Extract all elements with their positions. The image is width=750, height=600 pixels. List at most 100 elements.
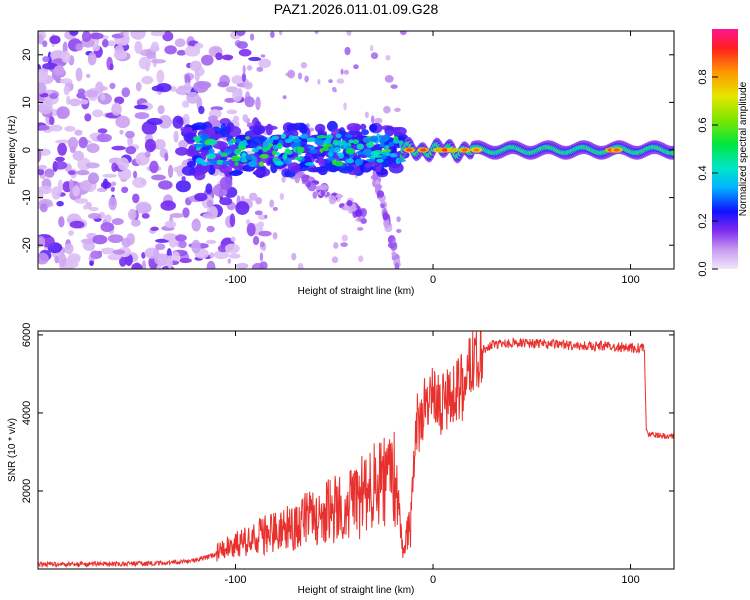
spectrogram-cell <box>336 78 345 84</box>
spectrogram-cell <box>195 146 201 151</box>
spectrogram-cell <box>206 260 216 269</box>
spectrogram-cell <box>121 186 129 194</box>
spectrogram-cell <box>250 136 265 145</box>
spectrogram-cell <box>406 148 413 152</box>
spectrogram-cell <box>263 125 278 131</box>
spectrogram-cell <box>249 33 255 41</box>
spectrogram-cell <box>191 218 201 232</box>
spectrogram-cell <box>369 135 379 143</box>
spectrogram-cell <box>86 143 100 154</box>
spectrogram-cell <box>374 117 383 124</box>
spectrogram-cell <box>179 257 192 264</box>
spectrogram-cell <box>117 157 130 171</box>
spectrogram-cell <box>284 148 291 152</box>
spectrogram-cell <box>346 200 353 207</box>
spectrogram-cell <box>149 160 159 174</box>
spectrogram-cell <box>38 168 45 176</box>
spectrogram-cell <box>382 212 389 221</box>
spectrogram-cell <box>206 225 215 233</box>
spectrogram-cell <box>63 85 70 96</box>
spectrogram-cell <box>368 140 374 147</box>
spectrogram-cell <box>328 195 337 205</box>
spectrogram-cell <box>230 170 244 175</box>
spectrogram-cell <box>200 149 208 157</box>
spectrogram-cell <box>389 152 398 158</box>
spectrogram-cell <box>162 31 174 42</box>
spectrogram-cell <box>400 31 407 36</box>
spectrogram-cell <box>384 125 395 137</box>
spectrogram-cell <box>252 235 260 246</box>
spectrogram-cell <box>44 168 55 178</box>
spectrogram-cell <box>173 130 179 143</box>
spectrogram-cell <box>78 136 88 149</box>
spectrogram-cell <box>166 255 173 269</box>
spectrogram-cell <box>380 154 387 160</box>
spectrogram-cell <box>132 170 138 179</box>
spectrogram-cell <box>102 173 117 178</box>
spectrogram-cell <box>84 113 92 122</box>
spectrogram-cell <box>201 54 214 66</box>
spectrogram-cell <box>227 258 231 264</box>
spectrogram-cell <box>388 142 394 147</box>
spectrogram-cell <box>182 207 190 218</box>
spectrogram-cell <box>56 200 64 207</box>
spectrogram-cell <box>150 226 159 232</box>
spectrogram-cell <box>224 97 236 103</box>
spectrogram-cell <box>238 48 252 57</box>
spectrogram-cell <box>56 106 70 119</box>
spectrogram-cell <box>317 78 321 85</box>
spectrogram-cell <box>245 154 253 160</box>
spectrogram-cell <box>68 178 74 192</box>
spectrogram-cell <box>382 134 391 141</box>
spectrogram-cell <box>314 31 319 35</box>
snr-xlabel: Height of straight line (km) <box>298 585 415 596</box>
spectrogram-cell <box>349 130 360 136</box>
snr-frame <box>37 330 675 570</box>
spectrogram-cell <box>114 96 125 105</box>
spectrogram-cell <box>88 172 99 185</box>
spectrogram-cell <box>77 157 91 171</box>
spectrogram-xlabel: Height of straight line (km) <box>298 286 415 297</box>
spectrogram-cell <box>240 142 249 146</box>
spectrogram-cell <box>175 180 191 193</box>
spectrogram-cell <box>335 193 344 199</box>
spectrogram-cell <box>209 159 217 166</box>
spectrogram-cell <box>178 140 189 149</box>
spectrogram-cell <box>396 158 406 163</box>
spectrogram-cell <box>180 126 193 133</box>
spectrogram-cell <box>109 82 116 90</box>
spectrogram-cell <box>242 114 249 123</box>
spectrogram-cell <box>198 105 205 115</box>
spectrogram-cell <box>343 142 348 149</box>
spectrogram-cell <box>340 68 344 75</box>
spectrogram-cell <box>311 166 326 173</box>
spectrogram-cell <box>62 41 68 55</box>
spectrogram-cell <box>182 100 190 108</box>
spectrogram-cell <box>352 139 360 145</box>
spectrogram-cell <box>38 148 42 163</box>
spectrogram-cell <box>131 262 143 269</box>
spectrogram-cell <box>119 256 127 267</box>
spectrogram-cell <box>235 31 246 37</box>
spectrogram-cell <box>384 75 394 83</box>
spectrogram-cell <box>81 31 92 43</box>
spectrogram-cell <box>85 73 91 78</box>
spectrogram-cell <box>366 158 376 162</box>
spectrogram-cell <box>279 193 285 200</box>
spectrogram-cell <box>268 143 274 147</box>
spectrogram-cell <box>207 133 223 140</box>
spectrogram-cell <box>287 162 301 173</box>
colorbar-tick-label: 0.8 <box>697 69 709 84</box>
spectrogram-cell <box>75 43 84 51</box>
spectrogram-cell <box>279 31 283 36</box>
spectrogram-cell <box>53 244 61 251</box>
spectrogram-cell <box>134 112 150 120</box>
spectrogram-cell <box>74 129 83 136</box>
spectrogram-ytick-label: 10 <box>21 96 33 108</box>
spectrogram-cell <box>349 153 354 159</box>
spectrogram-cell <box>136 202 152 214</box>
spectrogram-cell <box>275 151 281 157</box>
spectrogram-cell <box>325 143 334 148</box>
spectrogram-cell <box>364 163 373 168</box>
